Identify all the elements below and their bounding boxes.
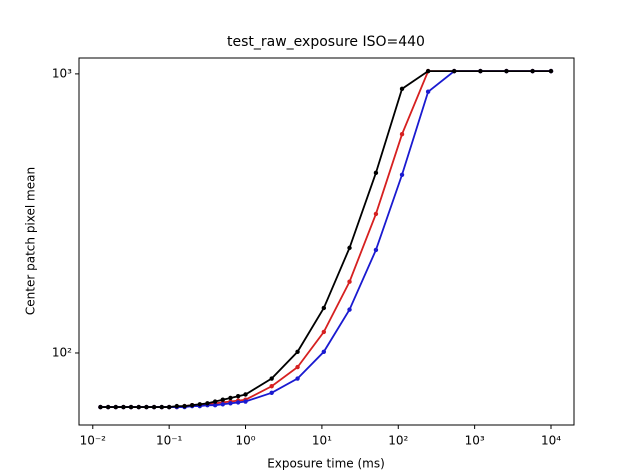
point <box>425 68 431 74</box>
point <box>399 86 405 92</box>
point <box>243 399 248 404</box>
point <box>295 376 300 381</box>
point <box>98 404 103 410</box>
x-tick-label: 10⁰ <box>235 434 255 448</box>
point <box>269 384 274 389</box>
point <box>399 172 405 177</box>
x-tick-label: 10⁻² <box>80 434 107 448</box>
series-line <box>100 70 552 408</box>
point <box>220 397 225 402</box>
point <box>295 349 300 354</box>
chart-title: test_raw_exposure ISO=440 <box>227 34 425 50</box>
y-axis-label: Center patch pixel mean <box>24 167 38 315</box>
x-tick-label: 10⁴ <box>541 434 561 448</box>
point <box>166 404 172 410</box>
point <box>136 404 141 410</box>
point <box>121 404 126 410</box>
point <box>151 404 157 410</box>
point <box>205 401 210 406</box>
point <box>321 305 327 311</box>
point <box>478 68 483 74</box>
point <box>548 68 554 74</box>
point <box>295 364 300 370</box>
x-axis-label: Exposure time (ms) <box>267 457 385 471</box>
point <box>347 279 352 284</box>
point <box>373 211 379 217</box>
x-tick-label: 10⁻¹ <box>156 434 183 448</box>
point <box>347 307 352 312</box>
point <box>228 395 233 401</box>
point <box>212 399 218 404</box>
point <box>159 404 164 410</box>
point <box>321 349 327 354</box>
point <box>530 68 535 74</box>
point <box>399 131 405 137</box>
point <box>504 68 509 74</box>
point <box>228 401 233 406</box>
series-line <box>100 70 552 408</box>
point <box>347 245 352 251</box>
x-tick-label: 10³ <box>465 434 485 448</box>
point <box>189 402 195 408</box>
point <box>182 403 187 409</box>
point <box>425 89 431 94</box>
point <box>197 402 203 407</box>
x-tick-label: 10² <box>388 434 408 448</box>
point <box>373 247 379 253</box>
point <box>128 404 134 410</box>
point <box>452 68 457 74</box>
point <box>144 404 149 410</box>
point <box>235 394 241 399</box>
series-line <box>100 70 552 408</box>
y-tick-label: 10³ <box>52 66 72 80</box>
plot-frame <box>78 57 575 426</box>
y-tick-label: 10² <box>52 345 72 359</box>
point <box>269 376 274 381</box>
point <box>212 402 218 408</box>
point <box>373 170 379 176</box>
point <box>235 400 241 405</box>
point <box>269 390 274 395</box>
point <box>220 402 225 407</box>
point <box>174 403 180 409</box>
point <box>243 392 248 397</box>
point <box>113 404 118 410</box>
x-tick-label: 10¹ <box>312 434 332 448</box>
point <box>321 329 327 335</box>
point <box>105 404 111 410</box>
